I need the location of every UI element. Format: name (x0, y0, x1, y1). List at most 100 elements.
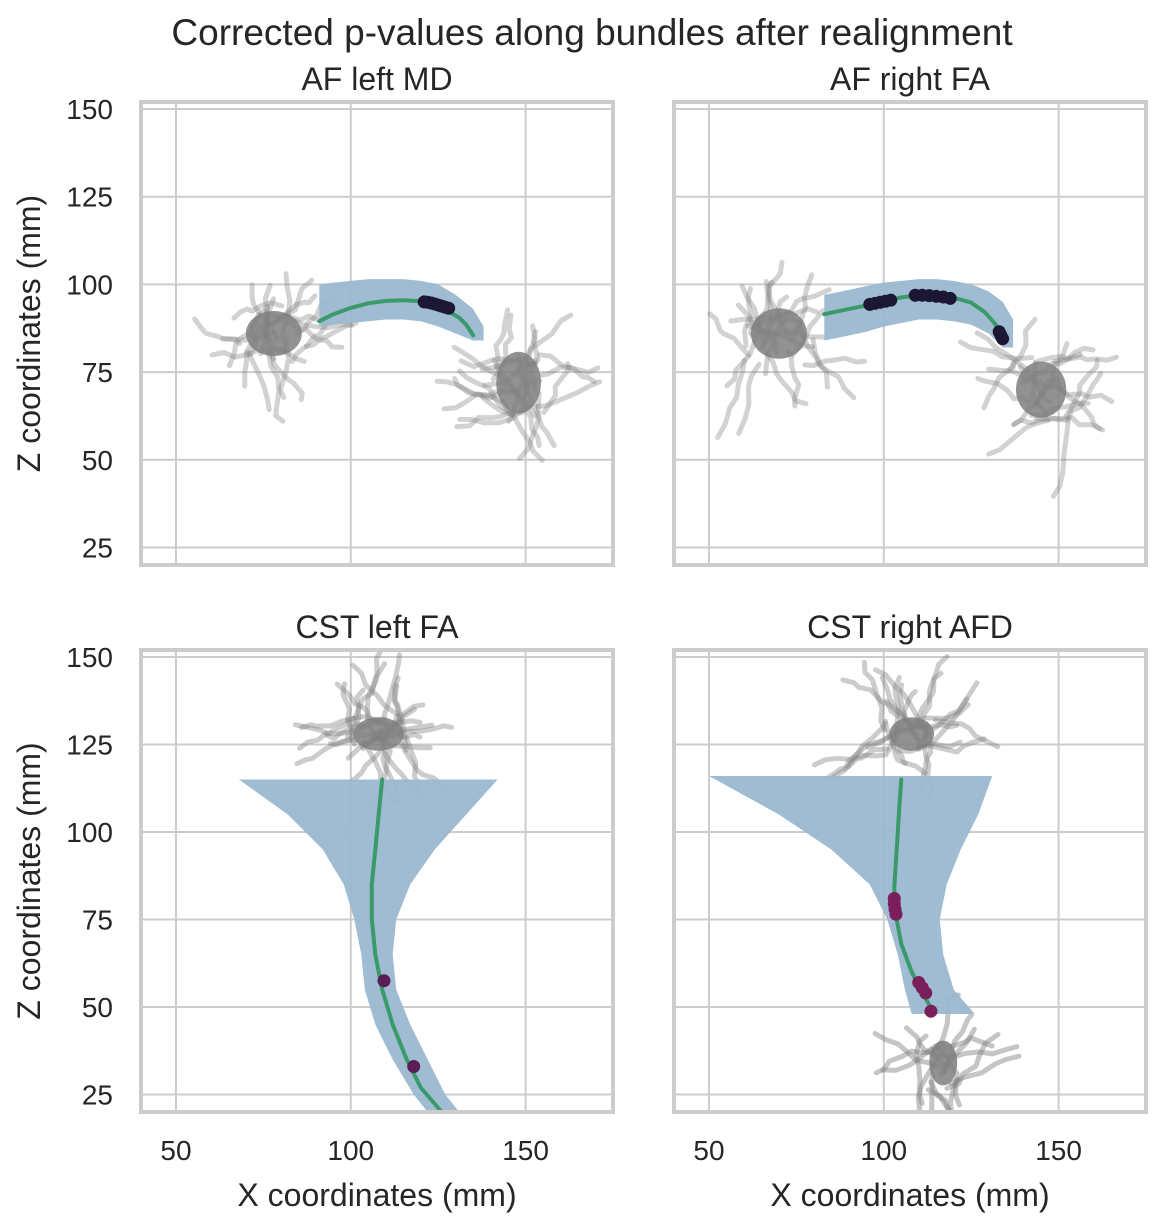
streamline (1032, 345, 1096, 365)
streamline (350, 662, 400, 717)
x-tick-label: 100 (327, 1135, 374, 1166)
streamline (1050, 416, 1071, 499)
streamline (914, 670, 944, 724)
panel-title: CST left FA (295, 609, 459, 645)
y-tick-label: 125 (66, 182, 113, 213)
streamline (457, 368, 516, 418)
streamline (736, 361, 762, 436)
streamline (535, 379, 603, 409)
significant-point (442, 301, 456, 315)
streamline (913, 1033, 929, 1106)
bundle-region (319, 279, 484, 341)
streamline (929, 1071, 936, 1112)
streamline-cluster-core (750, 308, 807, 359)
x-tick-label: 50 (693, 1135, 724, 1166)
axes-frame (672, 100, 1148, 567)
streamline (294, 737, 360, 767)
x-tick-label: 150 (502, 1135, 549, 1166)
streamline (441, 387, 505, 412)
axes-frame (139, 648, 615, 1114)
streamline (886, 734, 928, 776)
streamline (349, 687, 366, 747)
significant-point (919, 986, 933, 1000)
panel-title: AF left MD (301, 61, 452, 97)
streamline (707, 311, 751, 358)
streamline (537, 352, 597, 384)
plot-area (674, 102, 1146, 565)
streamline (908, 702, 971, 726)
y-tick-label: 25 (82, 1080, 113, 1111)
streamline (292, 719, 365, 737)
streamline (957, 339, 1035, 362)
x-tick-label: 100 (860, 1135, 907, 1166)
streamline (724, 334, 759, 389)
streamline (303, 320, 359, 349)
streamline (824, 746, 890, 781)
streamline (365, 650, 384, 723)
streamline (541, 361, 572, 415)
streamline (381, 652, 402, 729)
y-tick-label: 75 (82, 357, 113, 388)
bundle-region (238, 779, 498, 1112)
streamline (1007, 316, 1038, 372)
streamline (538, 364, 601, 378)
y-tick-label: 50 (82, 445, 113, 476)
plot-area (141, 650, 613, 1112)
streamline (802, 355, 868, 368)
panel-4: CST right AFD 50 100 150 X coordinates (mm) (672, 609, 1148, 1213)
streamline (924, 736, 987, 755)
plot-area (141, 102, 613, 565)
streamline (764, 351, 809, 407)
streamline-cluster-core (353, 717, 404, 751)
bundle-region (824, 279, 1014, 348)
streamline (785, 348, 802, 409)
streamline (352, 661, 388, 721)
streamline (897, 739, 963, 754)
streamline (299, 715, 357, 730)
streamline (873, 1048, 931, 1076)
streamline (297, 729, 356, 751)
x-tick-label: 50 (160, 1135, 191, 1166)
streamline (1067, 357, 1100, 419)
streamline (939, 1044, 1020, 1059)
streamline (1011, 415, 1070, 427)
y-tick-label: 100 (66, 817, 113, 848)
y-tick-label: 75 (82, 905, 113, 936)
streamline (944, 1031, 1001, 1091)
streamline-cluster-core (889, 717, 935, 751)
y-tick-label: 125 (66, 730, 113, 761)
streamline-cluster-core (929, 1040, 958, 1086)
streamline (1052, 354, 1119, 365)
bundle-region (709, 776, 993, 1014)
streamline (269, 348, 305, 403)
x-axis-label: X coordinates (mm) (237, 1177, 516, 1213)
streamline (777, 287, 832, 319)
y-tick-label: 25 (82, 532, 113, 563)
streamline (434, 378, 504, 404)
streamline (340, 681, 355, 740)
streamline (452, 375, 515, 418)
significant-point (377, 974, 391, 988)
axes-frame (672, 648, 1148, 1114)
streamline (192, 316, 243, 347)
significant-point (924, 1004, 938, 1018)
streamline (928, 680, 980, 748)
streamline (917, 654, 950, 730)
streamline (290, 324, 345, 350)
streamline-cluster-core (496, 351, 541, 414)
x-tick-label: 150 (1035, 1135, 1082, 1166)
panel-2: AF right FA (672, 61, 1148, 567)
streamline (948, 1053, 1022, 1086)
streamline (764, 259, 785, 323)
y-tick-label: 100 (66, 269, 113, 300)
streamline (861, 659, 887, 733)
streamline (289, 313, 329, 364)
streamline (932, 717, 1001, 750)
significant-point (407, 1060, 421, 1073)
streamline (715, 357, 748, 440)
streamline (948, 1077, 961, 1112)
streamline-cluster-core (245, 311, 302, 356)
significant-point (884, 293, 898, 307)
y-tick-label: 150 (66, 642, 113, 673)
